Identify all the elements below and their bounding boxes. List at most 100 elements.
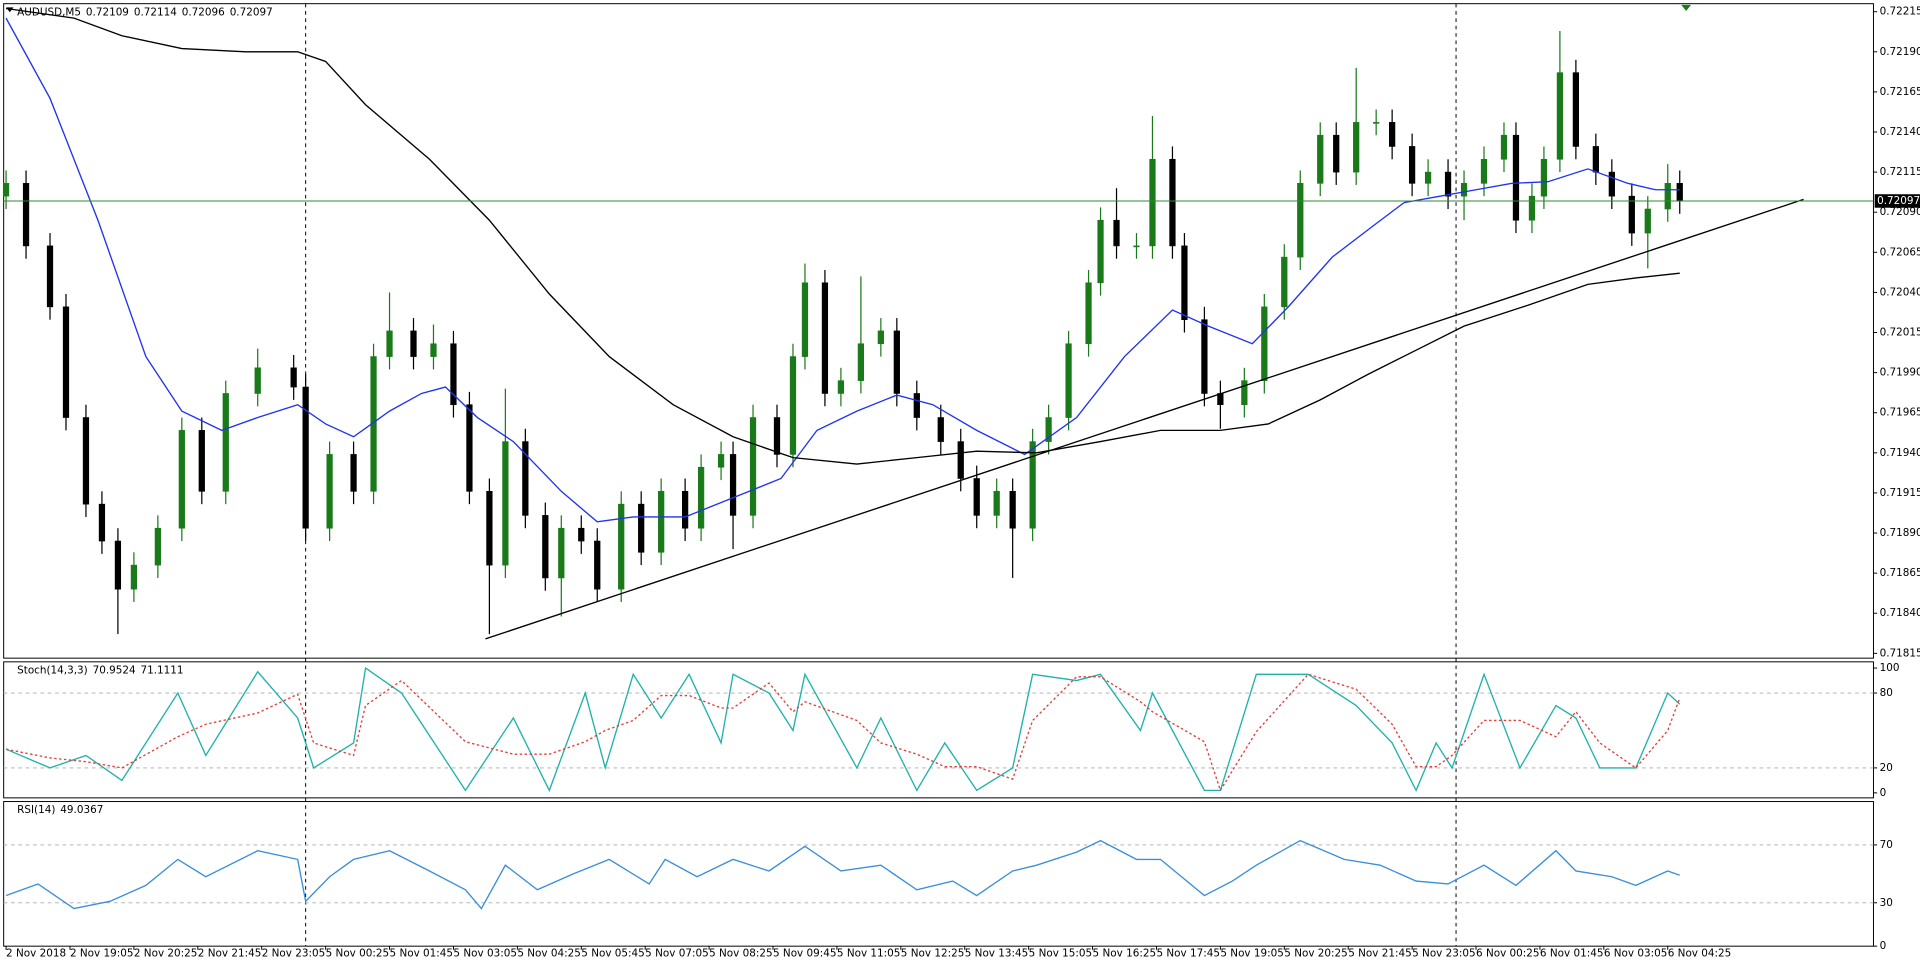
x-tick-label: 2 Nov 23:05 bbox=[262, 948, 326, 960]
rsi-panel bbox=[3, 801, 1874, 947]
panel-header: Stoch(14,3,3) 70.9524 71.1111 bbox=[17, 664, 183, 676]
candle-body bbox=[1424, 171, 1432, 184]
candle-body bbox=[130, 564, 138, 590]
candle-body bbox=[450, 343, 457, 406]
candle-body bbox=[1241, 380, 1248, 406]
candle-body bbox=[1592, 146, 1599, 173]
x-tick-label: 5 Nov 20:25 bbox=[1284, 948, 1348, 960]
x-tick-label: 5 Nov 19:05 bbox=[1220, 948, 1284, 960]
candle-body bbox=[1644, 208, 1651, 234]
candle-body bbox=[1009, 491, 1016, 529]
candle-body bbox=[1181, 245, 1188, 320]
candle-body bbox=[1281, 256, 1288, 308]
candle-body bbox=[1097, 219, 1104, 284]
candle-body bbox=[857, 343, 865, 381]
candle-body bbox=[198, 430, 205, 492]
y-tick-label: 70 bbox=[1880, 839, 1893, 851]
y-tick-label: 0.72090 bbox=[1880, 206, 1920, 218]
candle-body bbox=[1169, 158, 1176, 247]
candle-body bbox=[542, 515, 549, 579]
candle-body bbox=[22, 183, 30, 247]
candle-body bbox=[1029, 441, 1036, 529]
candle-body bbox=[1353, 122, 1360, 173]
candle-body bbox=[789, 356, 797, 455]
candle-body bbox=[326, 454, 333, 529]
candle-body bbox=[114, 540, 122, 590]
candle-body bbox=[682, 491, 689, 529]
candle-body bbox=[1065, 343, 1072, 418]
x-tick-label: 5 Nov 08:25 bbox=[709, 948, 773, 960]
candle-body bbox=[618, 503, 625, 590]
y-tick-label: 80 bbox=[1880, 687, 1893, 699]
x-tick-label: 5 Nov 05:45 bbox=[581, 948, 645, 960]
candle-body bbox=[1676, 183, 1683, 202]
candle-body bbox=[558, 527, 565, 579]
panel-title: Stoch(14,3,3) bbox=[17, 664, 88, 676]
series-line bbox=[5, 839, 1680, 910]
header-value: 70.9524 bbox=[93, 664, 136, 676]
x-tick-label: 5 Nov 09:45 bbox=[773, 948, 837, 960]
y-tick-label: 0.72115 bbox=[1880, 166, 1920, 178]
candle-body bbox=[178, 430, 185, 529]
y-tick-label: 0.72190 bbox=[1880, 46, 1920, 58]
candle-body bbox=[1460, 183, 1468, 197]
x-tick-label: 5 Nov 04:25 bbox=[517, 948, 581, 960]
y-tick-label: 0.71865 bbox=[1880, 567, 1920, 579]
candle-body bbox=[821, 282, 829, 394]
candle-body bbox=[2, 183, 10, 197]
y-tick-label: 0.72040 bbox=[1880, 286, 1920, 298]
y-tick-label: 0.72140 bbox=[1880, 126, 1920, 138]
plot-layer: AUDUSD,M5 0.72109 0.72114 0.72096 0.720970.7… bbox=[2, 3, 1920, 960]
candle-body bbox=[1113, 219, 1120, 247]
x-tick-label: 5 Nov 00:25 bbox=[326, 948, 390, 960]
candle-body bbox=[386, 330, 393, 357]
x-tick-label: 2 Nov 2018 bbox=[6, 948, 66, 960]
y-tick-label: 0.72065 bbox=[1880, 246, 1920, 258]
x-tick-label: 5 Nov 07:05 bbox=[645, 948, 709, 960]
candle-body bbox=[486, 491, 493, 566]
panel-title: RSI(14) bbox=[17, 804, 55, 816]
candle-body bbox=[430, 343, 437, 357]
trade-marker bbox=[1681, 4, 1692, 12]
series-line bbox=[5, 7, 1680, 465]
series-line bbox=[5, 673, 1681, 792]
candle-body bbox=[46, 245, 54, 308]
candle-body bbox=[1133, 245, 1140, 248]
x-tick-label: 5 Nov 01:45 bbox=[390, 948, 454, 960]
candle-body bbox=[154, 527, 161, 566]
candle-body bbox=[1297, 183, 1304, 258]
candle-body bbox=[1408, 146, 1416, 184]
candle-body bbox=[1373, 122, 1380, 124]
candle-body bbox=[578, 527, 585, 542]
candle-body bbox=[973, 478, 980, 516]
candle-body bbox=[1500, 134, 1508, 160]
candle-body bbox=[1628, 195, 1635, 234]
candle-body bbox=[1480, 158, 1488, 184]
x-tick-label: 2 Nov 21:45 bbox=[198, 948, 262, 960]
candle-body bbox=[1664, 183, 1671, 210]
x-tick-label: 6 Nov 04:25 bbox=[1668, 948, 1732, 960]
candle-body bbox=[837, 380, 845, 394]
x-tick-label: 5 Nov 16:25 bbox=[1093, 948, 1157, 960]
x-tick-label: 2 Nov 19:05 bbox=[70, 948, 134, 960]
candle-body bbox=[658, 491, 665, 553]
candle-body bbox=[254, 367, 261, 394]
panel-header: RSI(14) 49.0367 bbox=[17, 804, 103, 816]
candle-body bbox=[1085, 282, 1092, 345]
header-value: 0.72109 bbox=[86, 6, 129, 18]
header-value: 0.72096 bbox=[182, 6, 225, 18]
y-tick-label: 0.71890 bbox=[1880, 527, 1920, 539]
price-label-box bbox=[1874, 194, 1920, 208]
candle-body bbox=[773, 417, 781, 455]
candle-body bbox=[957, 441, 964, 479]
y-tick-label: 0 bbox=[1880, 787, 1887, 799]
header-value: 0.72097 bbox=[230, 6, 273, 18]
candle-body bbox=[893, 330, 900, 394]
candle-body bbox=[1149, 158, 1156, 247]
candle-body bbox=[410, 330, 417, 357]
candle-body bbox=[877, 330, 884, 345]
candle-body bbox=[1556, 72, 1564, 160]
candle-body bbox=[466, 404, 473, 492]
candle-body bbox=[638, 503, 645, 553]
